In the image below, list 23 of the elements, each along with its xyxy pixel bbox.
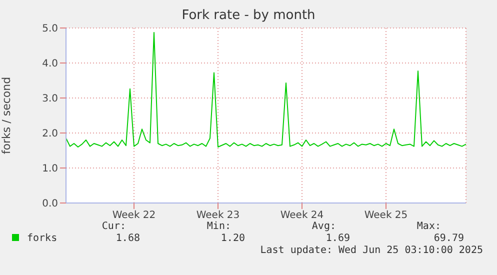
x-tick-label: Week 23: [196, 210, 240, 222]
text: 1.68: [116, 233, 140, 244]
y-axis-title: forks / second: [0, 76, 13, 154]
x-tick-label: Week 25: [364, 210, 408, 222]
text: 1.69: [326, 233, 350, 244]
line-series: [66, 32, 466, 148]
text: 69.79: [434, 233, 464, 244]
text: Min:: [206, 221, 231, 232]
text: Cur:: [102, 221, 126, 232]
y-tick-label: 1.0: [42, 164, 58, 175]
y-tick-label: 0.0: [42, 198, 58, 210]
text: Avg:: [312, 221, 336, 232]
text: Last update: Wed Jun 25 03:10:00 2025: [260, 245, 483, 256]
legend-label: forks: [26, 233, 58, 244]
text: 1.20: [220, 233, 245, 244]
y-tick-label: 4.0: [42, 58, 58, 70]
y-tick-label: 2.0: [42, 128, 58, 140]
text: Max:: [416, 221, 441, 232]
y-tick-label: 5.0: [42, 24, 58, 35]
x-tick-label: Week 24: [280, 210, 324, 222]
y-tick-label: 3.0: [42, 94, 58, 105]
x-tick-label: Week 22: [112, 210, 156, 222]
chart-title: Fork rate - by month: [180, 8, 316, 23]
